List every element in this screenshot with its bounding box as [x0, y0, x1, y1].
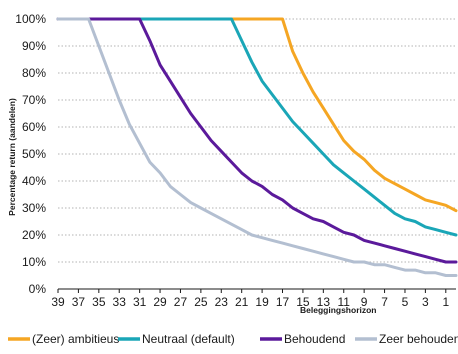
y-tick-label: 0%	[29, 282, 47, 296]
y-tick-label: 20%	[22, 228, 46, 242]
x-tick-label: 9	[361, 295, 368, 309]
x-tick-label: 39	[51, 295, 65, 309]
x-tick-label: 33	[113, 295, 127, 309]
series-line-zeer-ambitieus	[56, 17, 458, 213]
x-tick-label: 5	[402, 295, 409, 309]
x-tick-label: 1	[442, 295, 449, 309]
series-line-behoudend	[56, 17, 458, 264]
x-tick-label: 15	[296, 295, 310, 309]
y-tick-label: 10%	[22, 255, 46, 269]
x-tick-label: 35	[92, 295, 106, 309]
series-line-zeer-behoudend	[56, 17, 458, 277]
x-tick-label: 29	[153, 295, 167, 309]
legend-item-zeer-behoudend: Zeer behoudend	[355, 332, 458, 346]
y-tick-label: 70%	[22, 93, 46, 107]
y-tick-label: 60%	[22, 120, 46, 134]
legend-item-neutraal-default: Neutraal (default)	[118, 332, 235, 346]
legend-label: Neutraal (default)	[142, 332, 235, 346]
legend-label: Behoudend	[284, 332, 345, 346]
series-lines	[56, 17, 458, 277]
y-tick-label: 50%	[22, 147, 46, 161]
x-tick-label: 25	[194, 295, 208, 309]
legend: (Zeer) ambitieus Neutraal (default) Behoud…	[8, 332, 458, 346]
legend-item-zeer-ambitieus: (Zeer) ambitieus	[8, 332, 119, 346]
y-tick-label: 30%	[22, 201, 46, 215]
y-tick-label: 90%	[22, 39, 46, 53]
x-tick-label: 19	[255, 295, 269, 309]
legend-label: Zeer behoudend	[379, 332, 458, 346]
legend-item-behoudend: Behoudend	[260, 332, 345, 346]
x-tick-label: 7	[381, 295, 388, 309]
y-tick-label: 100%	[15, 12, 46, 26]
legend-label: (Zeer) ambitieus	[32, 332, 119, 346]
x-axis-title: Beleggingshorizon	[300, 305, 377, 315]
x-tick-label: 37	[72, 295, 86, 309]
x-tick-label: 21	[235, 295, 249, 309]
x-tick-label: 31	[133, 295, 147, 309]
y-tick-label: 80%	[22, 66, 46, 80]
x-tick-label: 13	[317, 295, 331, 309]
axes: 0%10%20%30%40%50%60%70%80%90%100%39 37 35 3…	[15, 12, 456, 309]
x-tick-label: 17	[276, 295, 290, 309]
x-tick-label: 27	[174, 295, 188, 309]
y-axis-title: Percentage return (aandelen)	[7, 98, 17, 216]
grid	[58, 18, 456, 263]
x-tick-label: 23	[215, 295, 229, 309]
x-tick-label: 3	[422, 295, 429, 309]
x-tick-label: 11	[338, 295, 351, 309]
series-line-neutraal-default	[56, 17, 458, 237]
y-tick-label: 40%	[22, 174, 46, 188]
